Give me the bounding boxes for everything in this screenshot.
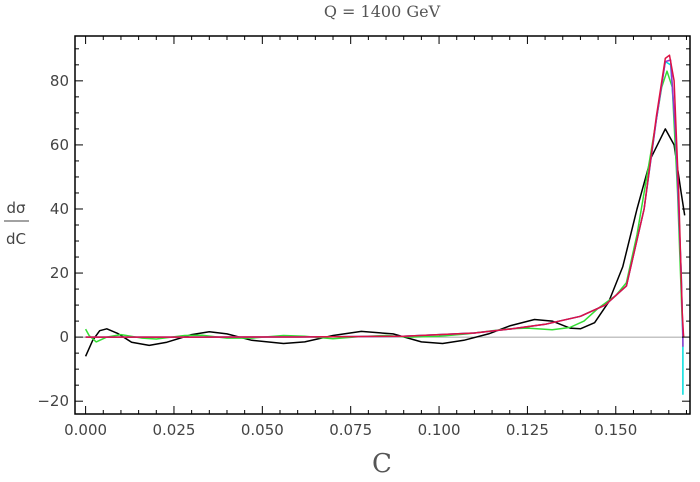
x-tick-label: 0.025 — [152, 421, 195, 439]
y-axis-label-numerator: dσ — [6, 199, 26, 217]
x-tick-label: 0.050 — [241, 421, 284, 439]
y-tick-label: 60 — [50, 136, 69, 154]
chart-title: Q = 1400 GeV — [324, 2, 441, 21]
series-line-5 — [85, 54, 685, 338]
series-line-1 — [84, 128, 686, 357]
y-tick-label: 0 — [59, 328, 69, 346]
x-tick-label: 0.000 — [64, 421, 107, 439]
x-tick-label: 0.125 — [506, 421, 549, 439]
x-tick-label: 0.075 — [329, 421, 372, 439]
y-tick-label: 80 — [50, 72, 69, 90]
x-tick-label: 0.150 — [594, 421, 637, 439]
plot-area: 0.000 0.025 0.050 0.075 0.100 0.125 0.150 −20 0 2… — [37, 35, 691, 439]
y-tick-label: 40 — [50, 200, 69, 218]
y-axis-label-denominator: dC — [6, 230, 26, 248]
y-tick-label: 20 — [50, 264, 69, 282]
x-tick-label: 0.100 — [418, 421, 461, 439]
ticks-group: 0.000 0.025 0.050 0.075 0.100 0.125 0.150 −20 0 2… — [37, 36, 690, 439]
series-line-4 — [85, 59, 684, 347]
series-group — [84, 54, 686, 395]
y-tick-label: −20 — [37, 392, 69, 410]
y-axis-label: dσ dC — [4, 199, 29, 248]
series-line-2 — [84, 70, 685, 343]
series-line-3 — [85, 60, 684, 395]
plot-frame — [74, 35, 691, 415]
x-axis-label: C — [372, 449, 392, 479]
